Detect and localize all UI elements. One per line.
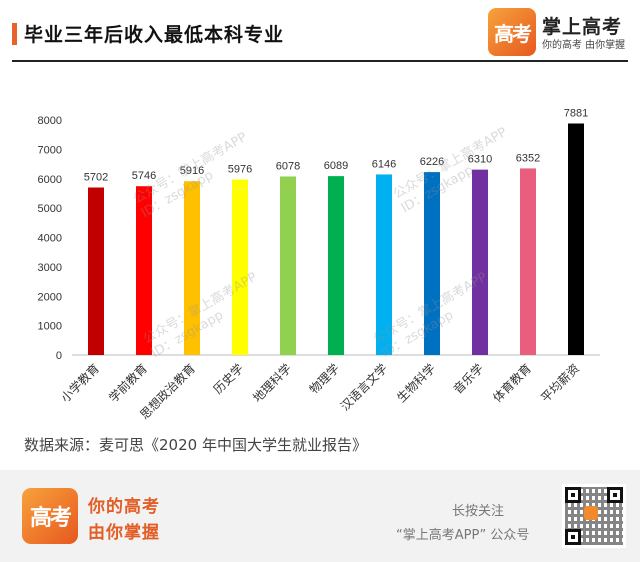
footer-logo-icon: 高考 xyxy=(22,488,78,544)
qr-finder xyxy=(607,487,623,503)
y-tick-label: 7000 xyxy=(38,144,62,156)
bar xyxy=(424,172,440,355)
footer: 高考 你的高考 由你掌握 长按关注 “掌上高考APP” 公众号 xyxy=(0,470,640,562)
bar xyxy=(280,176,296,355)
bar-value-label: 6226 xyxy=(420,156,444,168)
y-tick-label: 1000 xyxy=(38,321,62,333)
x-tick-label: 小学教育 xyxy=(58,361,103,406)
y-tick-label: 4000 xyxy=(38,233,62,245)
bar-chart: 0 1000 2000 3000 4000 5000 6000 7000 8000 5702 小学教… xyxy=(38,107,600,422)
bar-value-label: 7881 xyxy=(564,107,588,119)
x-tick-label: 体育教育 xyxy=(490,361,535,406)
bar xyxy=(472,169,488,355)
brand-name: 掌上高考 xyxy=(542,16,623,38)
y-tick-label: 2000 xyxy=(38,291,62,303)
title-divider xyxy=(12,60,628,62)
bar-value-label: 5976 xyxy=(228,163,252,175)
bar-value-label: 6089 xyxy=(324,160,348,172)
brand-slogan: 你的高考 由你掌握 xyxy=(542,40,626,51)
bar-value-label: 6078 xyxy=(276,160,300,172)
qr-finder xyxy=(565,487,581,503)
qr-logo xyxy=(584,506,598,520)
bar xyxy=(136,186,152,355)
y-tick-label: 0 xyxy=(56,350,62,362)
x-tick-label: 学前教育 xyxy=(106,361,151,406)
x-tick-label: 地理科学 xyxy=(250,361,295,406)
page-title: 毕业三年后收入最低本科专业 xyxy=(24,24,285,46)
bar xyxy=(376,174,392,355)
y-tick-label: 8000 xyxy=(38,115,62,127)
title-accent-bar xyxy=(12,23,17,45)
bar xyxy=(568,123,584,355)
bar-value-label: 6352 xyxy=(516,152,540,164)
footer-slogan-line1: 你的高考 xyxy=(88,497,160,517)
x-tick-label: 平均薪资 xyxy=(538,361,582,405)
bar xyxy=(232,179,248,355)
data-source-note: 数据来源：麦可思《2020 年中国大学生就业报告》 xyxy=(24,436,367,454)
bar xyxy=(520,168,536,355)
x-tick-label: 音乐学 xyxy=(450,361,486,397)
bar-value-label: 6146 xyxy=(372,158,396,170)
y-tick-label: 3000 xyxy=(38,262,62,274)
x-tick-label: 汉语言文学 xyxy=(337,361,390,414)
x-tick-label: 历史学 xyxy=(210,361,246,397)
press-to-follow-hint: 长按关注 xyxy=(452,504,505,519)
y-tick-label: 5000 xyxy=(38,203,62,215)
bar xyxy=(328,176,344,355)
x-tick-label: 物理学 xyxy=(306,361,342,397)
bar-value-label: 5916 xyxy=(180,165,204,177)
brand-logo-icon: 高考 xyxy=(488,8,536,56)
bar-value-label: 5746 xyxy=(132,170,156,182)
bar-value-label: 6310 xyxy=(468,154,492,166)
y-tick-label: 6000 xyxy=(38,174,62,186)
bar-value-label: 5702 xyxy=(84,172,108,184)
qr-code-icon[interactable] xyxy=(562,484,626,548)
qr-finder xyxy=(565,529,581,545)
bar xyxy=(184,181,200,355)
header: 毕业三年后收入最低本科专业 高考 掌上高考 你的高考 由你掌握 xyxy=(0,0,640,68)
footer-slogan-line2: 由你掌握 xyxy=(88,523,160,543)
bar xyxy=(88,187,104,355)
follow-account-hint: “掌上高考APP” 公众号 xyxy=(396,528,530,543)
x-tick-label: 生物科学 xyxy=(394,361,439,406)
